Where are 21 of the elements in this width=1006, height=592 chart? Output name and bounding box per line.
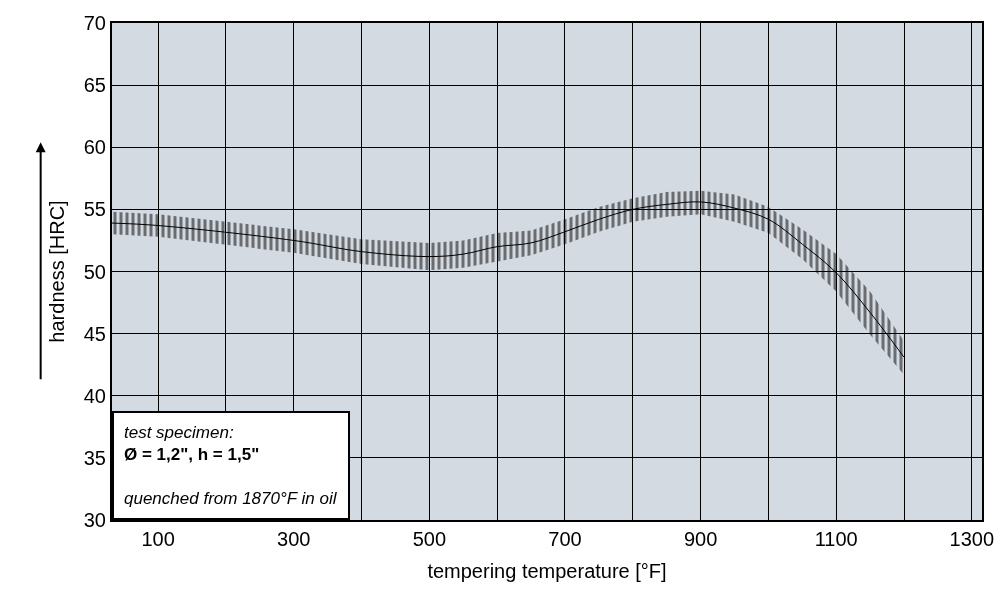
x-tick-label: 700 bbox=[548, 528, 582, 550]
y-tick-label: 55 bbox=[83, 198, 106, 221]
y-tick-label: 30 bbox=[83, 509, 106, 531]
annotation: quenched from 1870°F in oil bbox=[124, 489, 338, 509]
y-tick-label: 70 bbox=[83, 12, 106, 34]
x-tick-label: 900 bbox=[683, 528, 718, 550]
y-tick-label: 60 bbox=[83, 136, 106, 159]
annotation: Ø = 1,2", h = 1,5" bbox=[124, 445, 260, 465]
y-tick-label: 50 bbox=[83, 260, 106, 283]
x-tick-label: 1100 bbox=[814, 528, 858, 550]
x-tick-label: 500 bbox=[412, 528, 447, 550]
annotation: test specimen: bbox=[124, 423, 234, 442]
x-tick-label: 300 bbox=[277, 528, 311, 550]
x-tick-label: 1300 bbox=[949, 528, 995, 550]
y-tick-label: 45 bbox=[83, 322, 106, 345]
y-tick-label: 65 bbox=[83, 74, 106, 97]
x-axis-title: tempering temperature [°F] bbox=[427, 560, 667, 582]
x-tick-label: 100 bbox=[141, 528, 175, 550]
y-tick-label: 35 bbox=[83, 446, 106, 469]
y-axis-title: hardness [HRC] bbox=[45, 200, 68, 343]
y-tick-label: 40 bbox=[83, 384, 106, 407]
